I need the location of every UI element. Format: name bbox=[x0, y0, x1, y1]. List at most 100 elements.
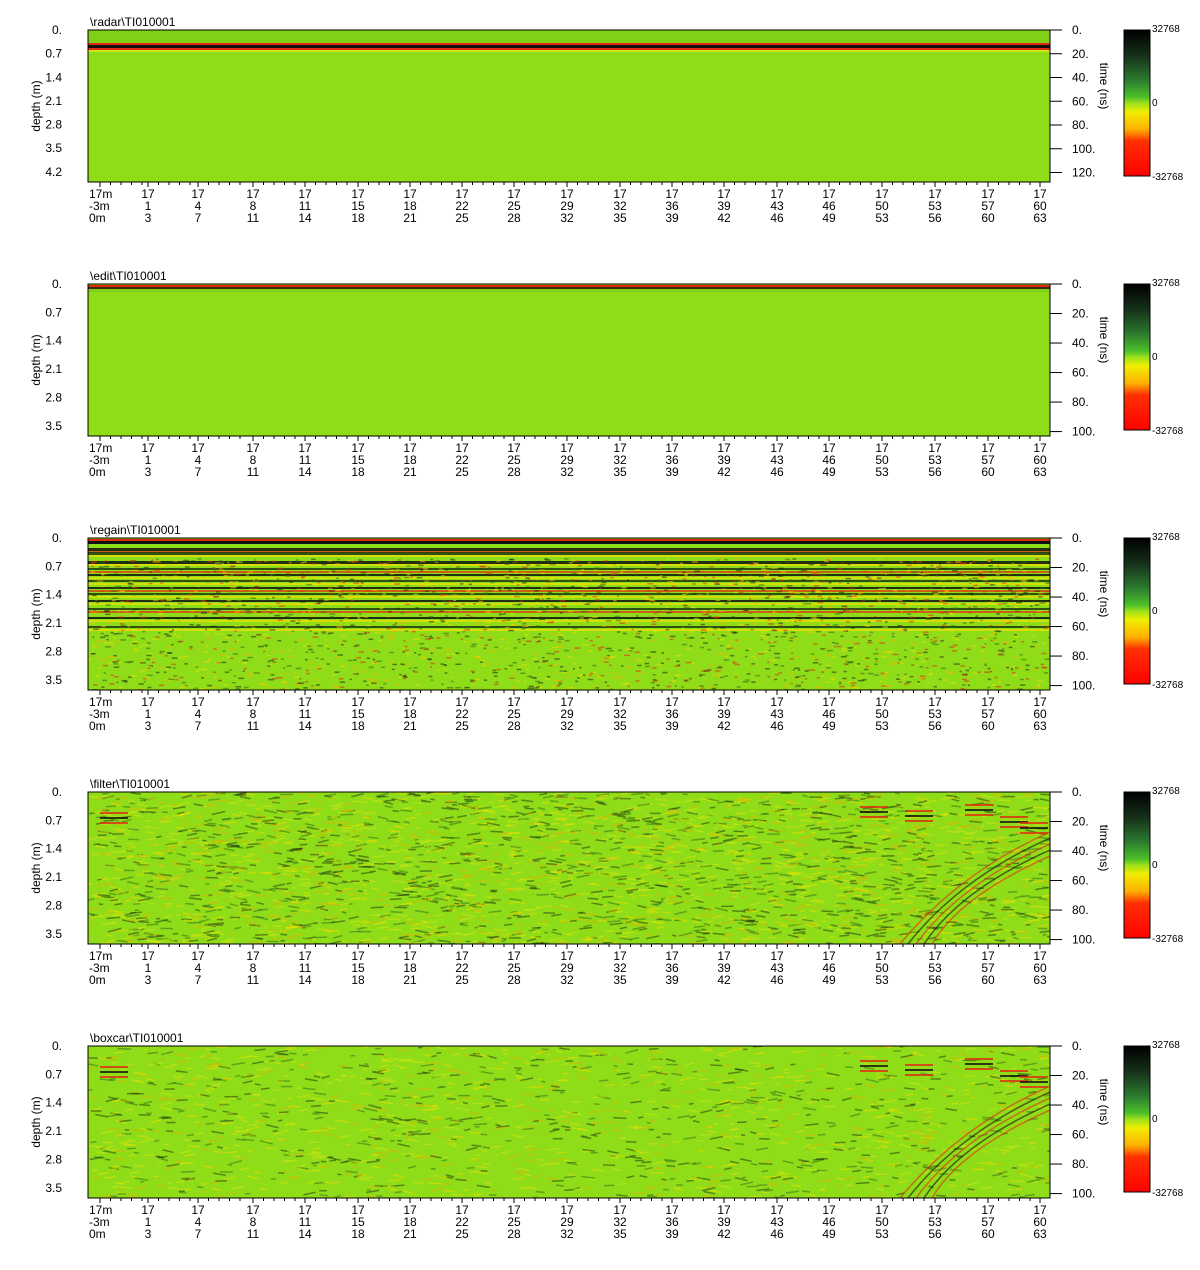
noise-speck bbox=[371, 673, 377, 676]
noise-speck bbox=[358, 559, 363, 561]
noise-speck bbox=[597, 647, 602, 649]
noise-speck bbox=[335, 577, 339, 580]
texture-streak bbox=[538, 813, 545, 816]
noise-speck bbox=[859, 675, 863, 678]
noise-speck bbox=[573, 631, 577, 634]
noise-speck bbox=[552, 646, 559, 649]
noise-speck bbox=[788, 593, 794, 595]
noise-speck bbox=[266, 609, 271, 611]
noise-speck bbox=[140, 637, 145, 640]
texture-streak bbox=[733, 862, 744, 865]
noise-speck bbox=[177, 619, 182, 622]
x-tick-label: 17 bbox=[928, 441, 942, 455]
noise-speck bbox=[750, 593, 753, 595]
texture-streak bbox=[451, 803, 458, 806]
noise-speck bbox=[723, 600, 728, 602]
noise-speck bbox=[338, 678, 344, 680]
noise-speck bbox=[379, 607, 383, 610]
noise-speck bbox=[162, 619, 168, 621]
noise-speck bbox=[175, 628, 179, 630]
noise-speck bbox=[840, 635, 844, 638]
noise-speck bbox=[389, 661, 394, 663]
noise-speck bbox=[493, 683, 499, 686]
noise-speck bbox=[706, 627, 712, 630]
noise-speck bbox=[938, 581, 942, 584]
noise-speck bbox=[689, 630, 695, 633]
noise-speck bbox=[833, 624, 839, 626]
noise-speck bbox=[975, 604, 979, 607]
noise-speck bbox=[624, 682, 630, 684]
texture-streak bbox=[1036, 814, 1047, 817]
noise-speck bbox=[104, 560, 108, 562]
noise-speck bbox=[121, 629, 125, 632]
texture-streak bbox=[504, 878, 510, 881]
texture-streak bbox=[236, 885, 243, 888]
noise-speck bbox=[785, 636, 791, 639]
texture-streak bbox=[542, 802, 549, 804]
noise-speck bbox=[166, 599, 172, 602]
noise-speck bbox=[587, 678, 594, 681]
noise-speck bbox=[362, 635, 366, 638]
texture-streak bbox=[889, 816, 899, 820]
texture-streak bbox=[757, 795, 771, 799]
noise-speck bbox=[989, 625, 993, 627]
texture-streak bbox=[669, 891, 675, 894]
texture-streak bbox=[386, 917, 401, 921]
noise-speck bbox=[915, 576, 922, 578]
x-tick-label: 17 bbox=[246, 187, 260, 201]
noise-speck bbox=[198, 560, 201, 563]
noise-speck bbox=[174, 678, 179, 681]
texture-streak bbox=[157, 894, 165, 898]
texture-streak bbox=[593, 893, 599, 896]
depth-tick-label: 0.7 bbox=[45, 559, 62, 573]
noise-speck bbox=[808, 603, 812, 605]
texture-streak bbox=[800, 819, 813, 823]
noise-speck bbox=[738, 581, 744, 583]
noise-speck bbox=[103, 565, 110, 568]
texture-streak bbox=[714, 906, 729, 912]
noise-speck bbox=[321, 563, 327, 566]
noise-speck bbox=[315, 684, 321, 686]
radargram-image bbox=[88, 284, 1050, 436]
noise-speck bbox=[962, 574, 967, 577]
texture-streak bbox=[707, 832, 718, 836]
noise-speck bbox=[625, 622, 630, 624]
noise-speck bbox=[443, 632, 449, 635]
texture-streak bbox=[448, 862, 461, 865]
noise-speck bbox=[355, 673, 359, 675]
noise-speck bbox=[328, 595, 333, 598]
noise-speck bbox=[657, 619, 660, 622]
noise-speck bbox=[778, 575, 784, 577]
texture-streak bbox=[697, 880, 708, 884]
noise-speck bbox=[386, 628, 391, 630]
noise-speck bbox=[205, 645, 210, 647]
noise-speck bbox=[802, 594, 807, 596]
noise-speck bbox=[890, 571, 893, 573]
noise-speck bbox=[886, 685, 891, 687]
noise-speck bbox=[480, 594, 486, 597]
texture-streak bbox=[607, 908, 620, 913]
noise-speck bbox=[905, 594, 910, 597]
x-tick-label: 29 bbox=[560, 707, 574, 721]
noise-speck bbox=[611, 671, 615, 674]
noise-speck bbox=[546, 652, 552, 655]
noise-speck bbox=[780, 635, 787, 638]
noise-speck bbox=[569, 561, 573, 564]
noise-speck bbox=[95, 640, 102, 643]
texture-streak bbox=[733, 919, 740, 922]
texture-streak bbox=[552, 848, 562, 852]
noise-speck bbox=[455, 566, 461, 568]
x-tick-label: 35 bbox=[613, 465, 627, 479]
noise-speck bbox=[266, 654, 271, 657]
noise-speck bbox=[302, 645, 308, 647]
noise-speck bbox=[402, 651, 405, 653]
noise-speck bbox=[167, 646, 173, 648]
noise-speck bbox=[939, 656, 944, 658]
noise-speck bbox=[732, 661, 735, 663]
noise-speck bbox=[785, 558, 790, 561]
texture-streak bbox=[427, 866, 437, 868]
noise-speck bbox=[880, 672, 885, 675]
noise-speck bbox=[957, 633, 962, 636]
texture-streak bbox=[589, 851, 603, 855]
noise-speck bbox=[736, 686, 741, 688]
